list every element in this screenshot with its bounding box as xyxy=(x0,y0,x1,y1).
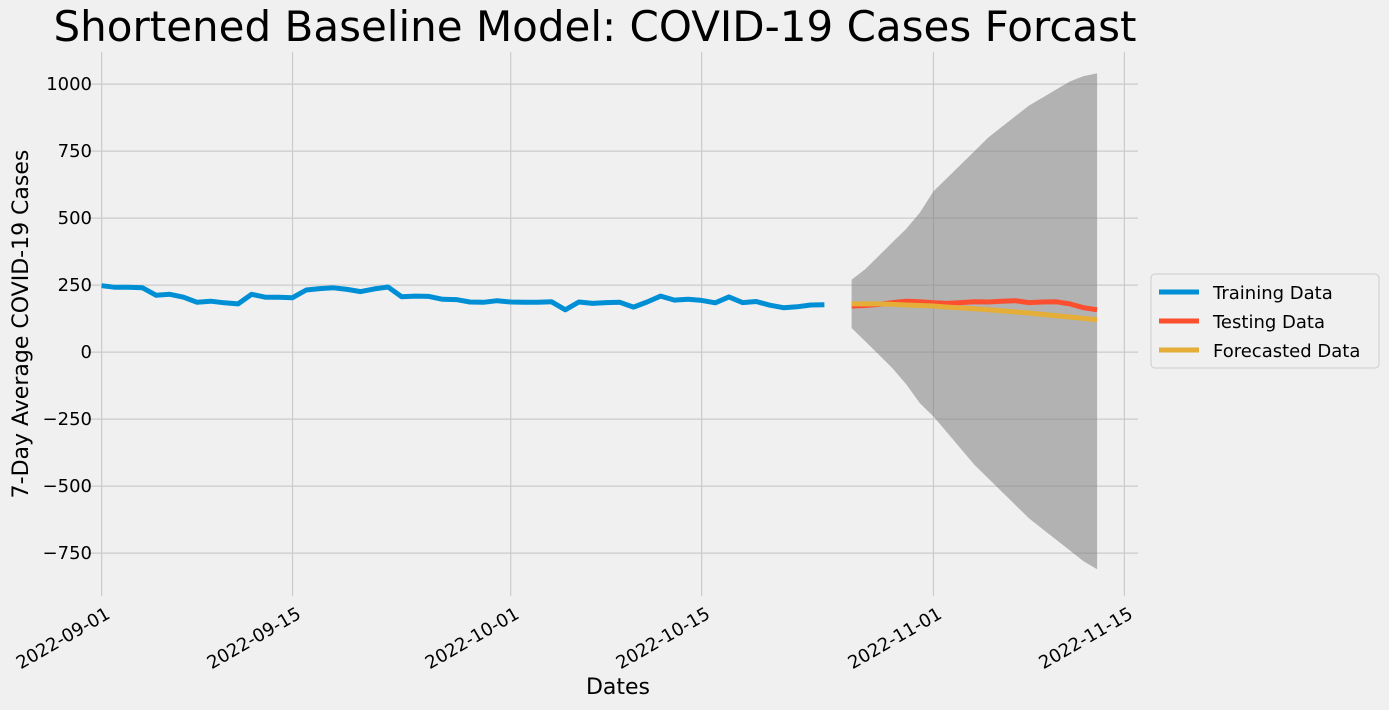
y-tick-label: −750 xyxy=(43,543,92,564)
chart-title: Shortened Baseline Model: COVID-19 Cases… xyxy=(54,2,1137,51)
y-tick-label: 1000 xyxy=(46,74,92,95)
y-axis-label: 7-Day Average COVID-19 Cases xyxy=(9,150,34,499)
forecasted-data-line xyxy=(851,301,1098,323)
y-tick-label: 250 xyxy=(58,275,92,296)
grid xyxy=(88,52,1138,596)
y-tick-label: 500 xyxy=(58,208,92,229)
legend-box xyxy=(1150,273,1380,369)
training-data-line xyxy=(101,283,825,313)
series-lines xyxy=(101,283,1098,323)
legend-label-training: Training Data xyxy=(1212,283,1333,304)
confidence-interval-area xyxy=(851,73,1098,570)
y-tick-label: 0 xyxy=(81,342,92,363)
legend: Training Data Testing Data Forecasted Da… xyxy=(1150,273,1380,369)
legend-label-forecasted: Forecasted Data xyxy=(1213,341,1360,362)
y-tick-label: −250 xyxy=(43,409,92,430)
legend-label-testing: Testing Data xyxy=(1212,312,1325,333)
x-axis-label: Dates xyxy=(586,675,650,700)
y-tick-label: 750 xyxy=(58,141,92,162)
confidence-band xyxy=(851,73,1098,570)
y-tick-label: −500 xyxy=(43,476,92,497)
